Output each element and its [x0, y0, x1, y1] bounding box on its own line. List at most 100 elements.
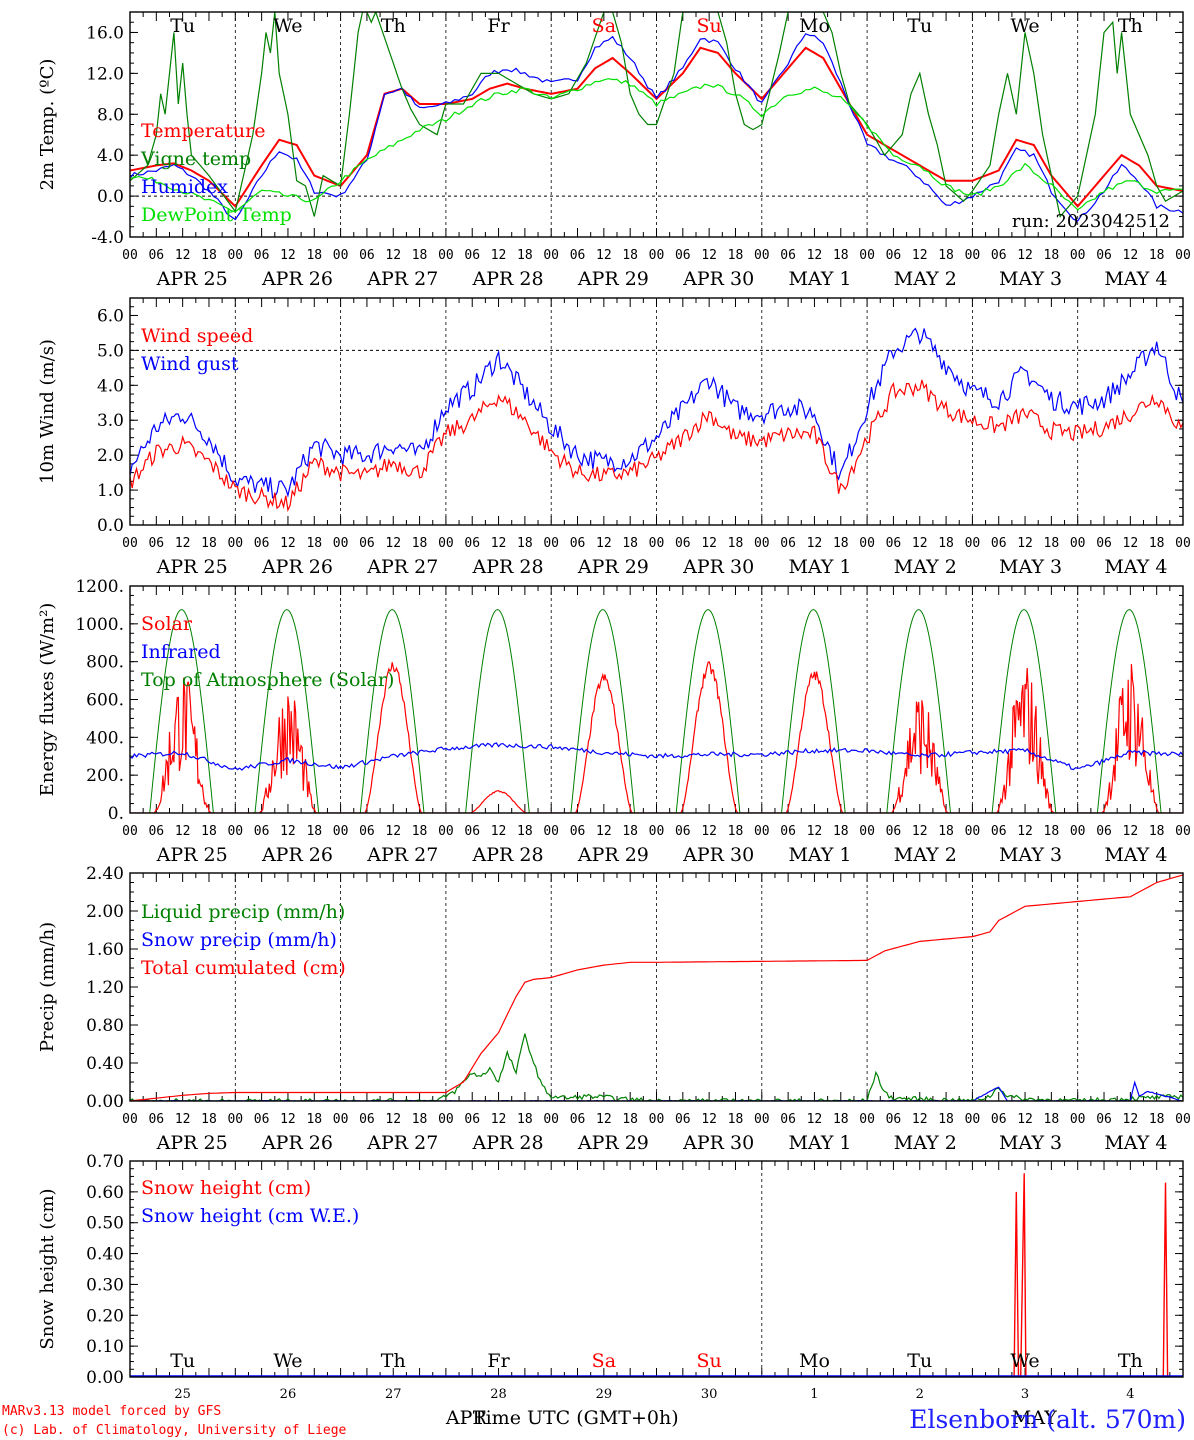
weekday-label: Fr — [487, 15, 510, 37]
legend-entry: Humidex — [141, 176, 228, 198]
hour-tick-label: 06 — [464, 1112, 480, 1127]
hour-tick-label: 12 — [807, 536, 823, 551]
y-tick-label: 0.0 — [97, 187, 124, 207]
y-tick-label: 400. — [86, 728, 124, 748]
credit-line-2: (c) Lab. of Climatology, University of L… — [2, 1423, 347, 1438]
hour-tick-label: 00 — [1070, 824, 1086, 839]
legend-entry: Total cumulated (cm) — [141, 957, 346, 979]
weekday-label: Fr — [487, 1350, 510, 1372]
hour-tick-label: 12 — [1123, 824, 1139, 839]
hour-tick-label: 00 — [754, 1112, 770, 1127]
hour-tick-label: 06 — [886, 248, 902, 263]
legend-entry: Snow height (cm W.E.) — [141, 1205, 359, 1227]
hour-tick-label: 00 — [543, 1112, 559, 1127]
weekday-label: We — [273, 15, 302, 37]
day-number-label: 27 — [385, 1387, 402, 1402]
run-annotation: run: 2023042512 — [1012, 211, 1170, 232]
date-label: APR 28 — [472, 268, 544, 290]
weekday-label: Mo — [799, 15, 830, 37]
date-label: APR 25 — [156, 844, 228, 866]
hour-tick-label: 06 — [254, 1112, 270, 1127]
hour-tick-label: 18 — [517, 824, 533, 839]
hour-tick-label: 00 — [438, 248, 454, 263]
hour-tick-label: 12 — [1017, 1112, 1033, 1127]
date-label: MAY 1 — [788, 268, 851, 290]
hour-tick-label: 00 — [649, 824, 665, 839]
y-tick-label: 8.0 — [97, 105, 124, 125]
date-label: APR 26 — [261, 268, 333, 290]
plot-frame — [129, 585, 1184, 814]
y-tick-label: 0.10 — [86, 1337, 124, 1357]
plot-frame — [129, 297, 1184, 526]
hour-tick-label: 06 — [254, 248, 270, 263]
hour-tick-label: 12 — [385, 248, 401, 263]
y-tick-label: 16.0 — [86, 23, 124, 43]
panel-3: 1200. 1000. 800. 600. 400. 200. 0. Energy fluxe… — [37, 577, 1191, 866]
panel-2: 6.0 5.0 4.0 3.0 2.0 1.0 0.0 10m Wind (m/s) Wind … — [37, 297, 1191, 578]
date-label: MAY 3 — [999, 844, 1062, 866]
hour-tick-label: 12 — [491, 536, 507, 551]
hour-tick-label: 18 — [201, 248, 217, 263]
y-tick-label: 0.40 — [86, 1054, 124, 1074]
hour-tick-label: 00 — [1070, 1112, 1086, 1127]
credit-line-1: MARv3.13 model forced by GFS — [2, 1404, 221, 1419]
hour-tick-label: 18 — [1149, 248, 1165, 263]
date-label: APR 26 — [261, 1132, 333, 1154]
hour-tick-label: 18 — [938, 824, 954, 839]
hour-tick-label: 06 — [359, 536, 375, 551]
hour-tick-label: 18 — [938, 248, 954, 263]
hour-tick-label: 06 — [675, 536, 691, 551]
hour-tick-label: 12 — [1123, 248, 1139, 263]
hour-tick-label: 06 — [1096, 536, 1112, 551]
wind-gust-line — [130, 327, 1183, 499]
date-label: MAY 2 — [894, 556, 957, 578]
hour-tick-label: 12 — [175, 536, 191, 551]
hour-tick-label: 18 — [833, 1112, 849, 1127]
hour-tick-label: 18 — [201, 536, 217, 551]
hour-tick-label: 06 — [886, 824, 902, 839]
hour-tick-label: 06 — [780, 536, 796, 551]
y-tick-label: 2.00 — [86, 902, 124, 922]
station-label: Elsenborn (alt. 570m) — [909, 1405, 1186, 1434]
legend-entry: Wind gust — [141, 353, 239, 375]
hour-tick-label: 06 — [148, 536, 164, 551]
weekday-label: Mo — [799, 1350, 830, 1372]
liquid-precip-line — [130, 1033, 1183, 1101]
infrared-line — [130, 742, 1183, 771]
vigne-temp-line — [130, 12, 1183, 218]
hour-tick-label: 18 — [412, 824, 428, 839]
hour-tick-label: 18 — [728, 536, 744, 551]
hour-tick-label: 12 — [912, 824, 928, 839]
hour-tick-label: 12 — [1017, 536, 1033, 551]
hour-tick-label: 00 — [649, 536, 665, 551]
hour-tick-label: 00 — [122, 824, 138, 839]
date-label: APR 28 — [472, 844, 544, 866]
hour-tick-label: 18 — [622, 248, 638, 263]
hour-tick-label: 06 — [359, 1112, 375, 1127]
date-label: MAY 2 — [894, 268, 957, 290]
date-label: MAY 3 — [999, 268, 1062, 290]
hour-tick-label: 18 — [938, 536, 954, 551]
date-label: MAY 3 — [999, 1132, 1062, 1154]
hour-tick-label: 12 — [912, 536, 928, 551]
date-label: APR 25 — [156, 1132, 228, 1154]
legend-entry: Solar — [141, 613, 193, 635]
weekday-label: Sa — [592, 15, 616, 37]
y-tick-label: 5.0 — [97, 341, 124, 361]
day-number-label: 1 — [810, 1387, 818, 1402]
hour-tick-label: 06 — [148, 248, 164, 263]
hour-tick-label: 18 — [833, 824, 849, 839]
hour-tick-label: 18 — [622, 536, 638, 551]
hour-tick-label: 06 — [464, 824, 480, 839]
hour-tick-label: 00 — [333, 1112, 349, 1127]
hour-tick-label: 18 — [517, 1112, 533, 1127]
day-number-label: 25 — [174, 1387, 191, 1402]
hour-tick-label: 06 — [675, 824, 691, 839]
weekday-label: Sa — [592, 1350, 616, 1372]
legend-entry: Snow height (cm) — [141, 1177, 311, 1199]
hour-tick-label: 18 — [412, 1112, 428, 1127]
hour-tick-label: 12 — [280, 248, 296, 263]
panel-1: 16.0 12.0 8.0 4.0 0.0 -4.0 2m Temp. (ºC) Temper… — [37, 11, 1191, 290]
date-label: APR 27 — [366, 268, 438, 290]
